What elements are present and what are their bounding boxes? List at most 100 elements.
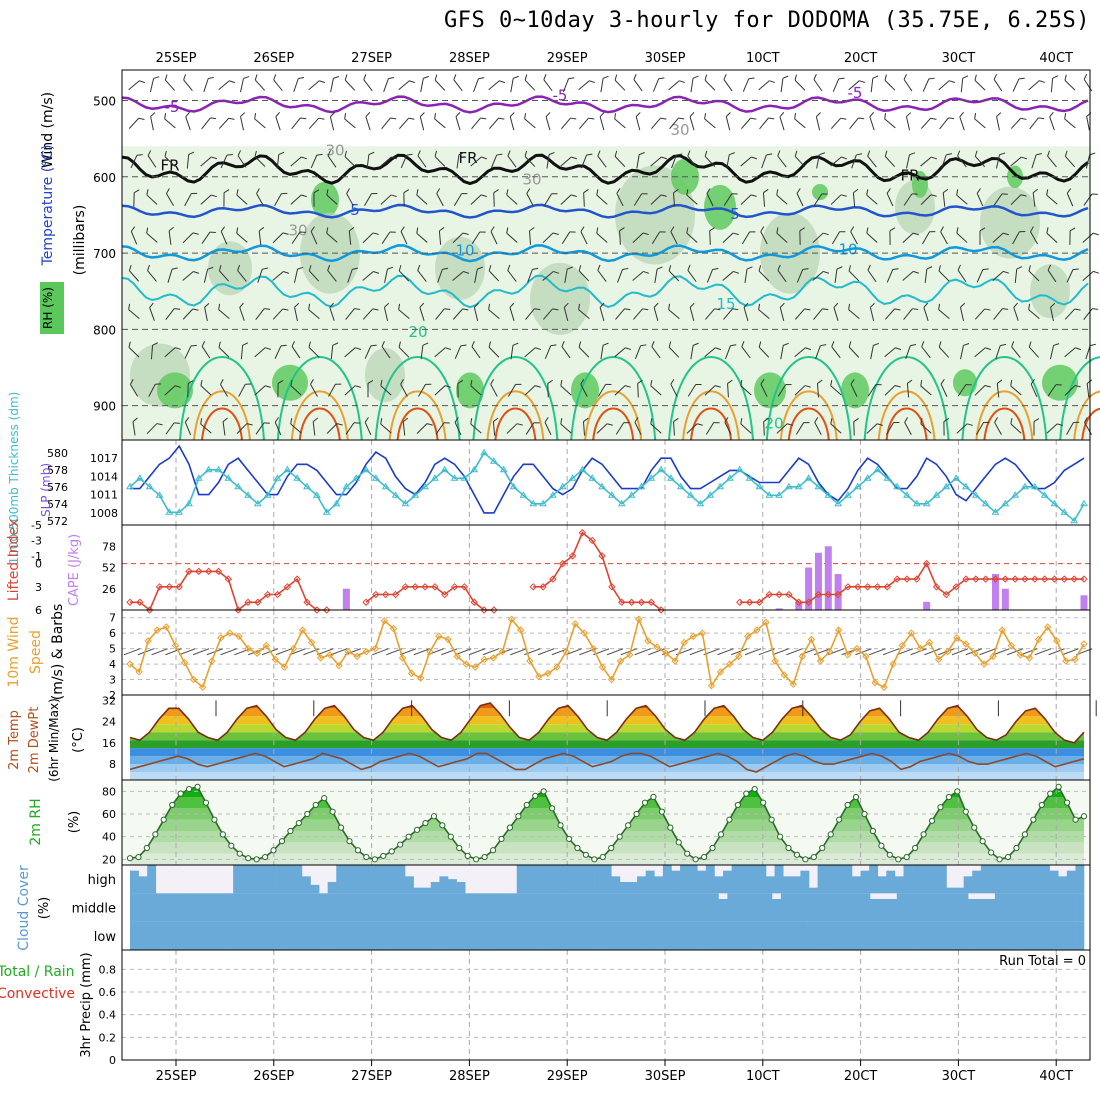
barb-staff xyxy=(760,231,768,245)
wind-barb xyxy=(741,117,757,129)
wind-barb xyxy=(1050,302,1056,322)
wind-barb xyxy=(1050,75,1059,93)
lifted-index-line-marker xyxy=(204,567,213,576)
wind-barb xyxy=(578,341,590,358)
barb-flag xyxy=(650,418,653,425)
cloud-bar-middle xyxy=(549,893,559,922)
barb-staff xyxy=(546,154,550,169)
wind10-barb xyxy=(951,648,969,656)
wind-barb xyxy=(1030,378,1038,398)
barb-flag xyxy=(678,117,685,120)
temp-contour-30 xyxy=(494,407,537,441)
rh2m-line-marker xyxy=(760,799,767,806)
cloud-bar-low xyxy=(263,921,273,950)
thickness-line-marker xyxy=(362,465,370,473)
wind-barb xyxy=(870,75,879,93)
rh2m-line-marker xyxy=(1004,853,1012,861)
wind-barb xyxy=(313,189,320,207)
wind-barb xyxy=(277,380,284,398)
rh2m-line-marker xyxy=(996,856,1003,863)
cloud-bar-high xyxy=(533,865,543,894)
barb-staff xyxy=(312,421,316,436)
wind-barb xyxy=(506,227,518,243)
barb-staff xyxy=(308,346,320,358)
wind10-barb xyxy=(372,648,389,656)
wind10-speed-line-marker xyxy=(671,657,679,665)
barb-staff xyxy=(867,384,877,397)
wind-barb xyxy=(903,308,919,320)
wind-barb xyxy=(1028,341,1040,358)
barb-staff xyxy=(1082,232,1094,243)
pressure-tick-label: 900 xyxy=(93,400,116,414)
barb-staff xyxy=(903,308,913,320)
wind-barb xyxy=(489,117,505,130)
wind10-speed-line-marker xyxy=(462,660,470,668)
barb-flag xyxy=(318,117,325,120)
barb-staff xyxy=(722,271,734,281)
wind-barb xyxy=(616,188,624,207)
barb-staff xyxy=(528,230,532,245)
barb-flag xyxy=(1072,268,1079,271)
barb-flag xyxy=(586,153,593,156)
wind10-speed-line-marker xyxy=(780,671,788,679)
barb-staff xyxy=(347,269,353,283)
barb-staff xyxy=(542,271,554,281)
cloud-bar-middle xyxy=(459,893,470,922)
cloud-bar-high xyxy=(1015,865,1025,894)
barb-flag xyxy=(1032,188,1039,194)
barb-flag xyxy=(921,341,925,347)
barb-staff xyxy=(902,232,914,243)
wind-barb xyxy=(416,227,428,243)
barb-flag xyxy=(1030,226,1034,233)
barb-flag xyxy=(938,265,941,272)
barb-staff xyxy=(420,345,424,360)
cloud-bar-middle xyxy=(691,893,701,922)
barb-flag xyxy=(281,192,288,195)
lifted-index-line-marker xyxy=(362,598,370,606)
barb-staff xyxy=(381,346,391,359)
wind-tick: 3 xyxy=(109,674,116,687)
thickness-line-marker xyxy=(1011,491,1020,498)
cloud-bar-low xyxy=(575,921,586,950)
wind10-barb xyxy=(1020,648,1038,656)
wind-barb xyxy=(615,308,631,320)
wind-barb xyxy=(600,342,609,360)
wind10-ylabel-b: Speed xyxy=(28,630,44,674)
barb-flag xyxy=(458,151,465,156)
barb-flag xyxy=(425,383,432,385)
date-label-top: 30SEP xyxy=(645,51,686,66)
temp-tick: 32 xyxy=(102,694,116,707)
rh2m-line-marker xyxy=(489,847,497,854)
cloud-bar-low xyxy=(495,921,505,950)
cloud-bar-low xyxy=(504,921,514,950)
cloud-bar-low xyxy=(192,921,202,950)
barb-staff xyxy=(1064,385,1076,396)
wind10-speed-line-marker xyxy=(980,660,988,668)
wind-barb xyxy=(258,226,265,245)
thickness-tick: 576 xyxy=(47,481,68,494)
wind-barb xyxy=(186,151,195,169)
barb-staff xyxy=(291,231,301,244)
barb-flag xyxy=(625,347,632,351)
barb-staff xyxy=(596,423,608,434)
cloud-bar-middle xyxy=(638,893,648,922)
wind-barb xyxy=(906,379,913,398)
wind-barb xyxy=(727,379,733,398)
barb-staff xyxy=(794,347,806,358)
cloud-bar-middle xyxy=(504,893,514,922)
thickness-line-marker xyxy=(155,491,164,498)
wind10-barb xyxy=(1007,648,1024,656)
cloud-bar-low xyxy=(388,921,398,950)
barb-staff xyxy=(669,117,679,130)
barb-staff xyxy=(344,79,356,91)
li-tick: -5 xyxy=(31,519,42,532)
rh2m-line-marker xyxy=(709,844,716,852)
wind-barb xyxy=(976,421,990,435)
wind-barb xyxy=(740,379,752,396)
barb-flag xyxy=(1036,153,1042,156)
barb-staff xyxy=(673,192,675,207)
wind-barb xyxy=(830,117,847,129)
barb-flag xyxy=(758,341,762,348)
wind10-speed-line-marker xyxy=(571,620,579,628)
wind10-speed-line-marker xyxy=(417,674,425,682)
